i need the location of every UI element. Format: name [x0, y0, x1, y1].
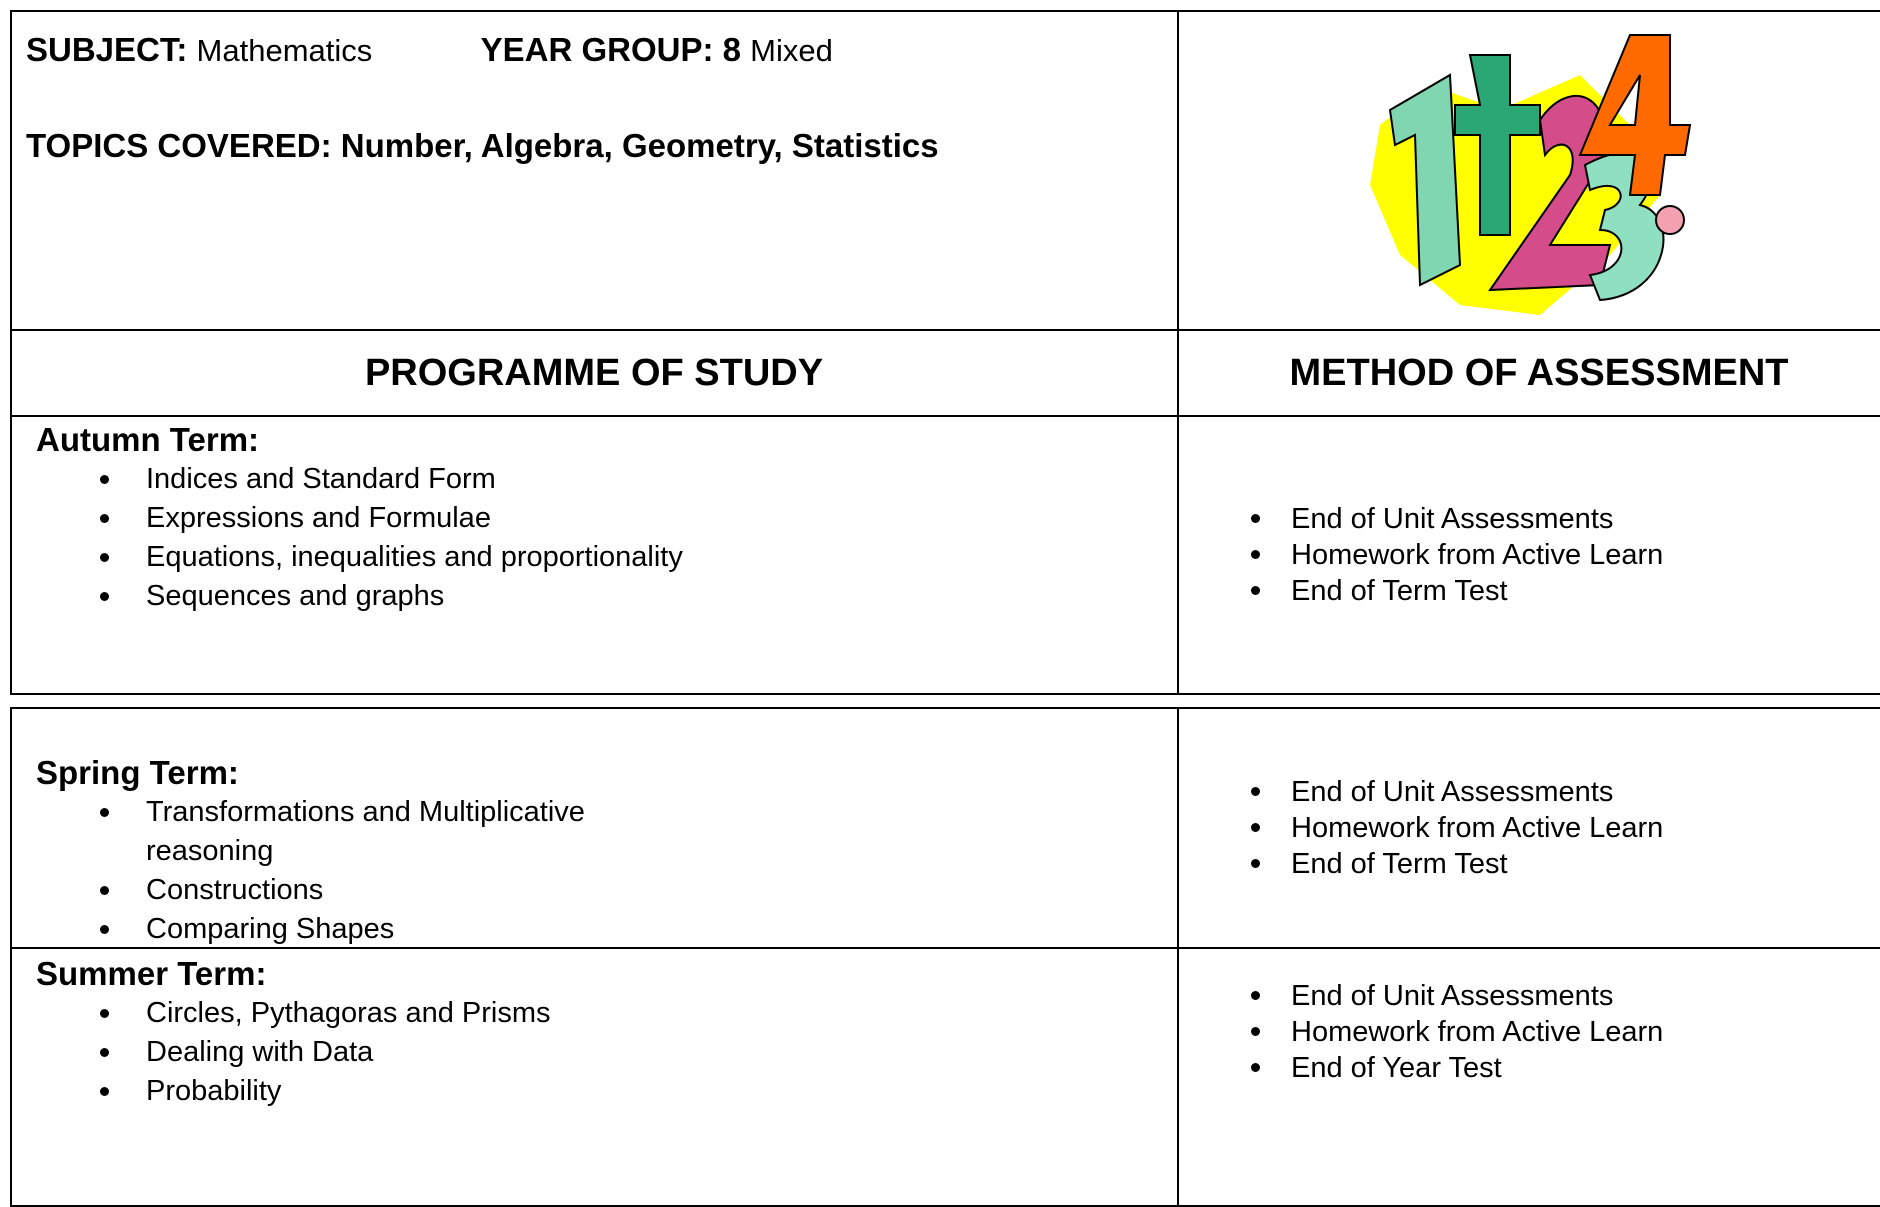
term-cell: Spring Term: Transformations and Multipli… — [10, 753, 1170, 949]
assessment: End of Term Test — [1179, 846, 1663, 882]
topic: Circles, Pythagoras and Prisms — [10, 994, 706, 1033]
assessment-cell: End of Unit Assessments Homework from Act… — [1179, 977, 1879, 1087]
assessment-list: End of Unit Assessments Homework from Act… — [1179, 978, 1663, 1086]
subject-line: SUBJECT: Mathematics YEAR GROUP: 8 Mixed — [26, 30, 833, 71]
topic: Indices and Standard Form — [10, 460, 706, 499]
topic-list: Indices and Standard Form Expressions and… — [10, 460, 1170, 616]
term-cell: Autumn Term: Indices and Standard Form Exp… — [10, 420, 1170, 616]
assessment-cell: End of Unit Assessments Homework from Act… — [1179, 708, 1879, 948]
assessment: End of Unit Assessments — [1179, 774, 1663, 810]
assessment: End of Year Test — [1179, 1050, 1663, 1086]
assessment-cell: End of Unit Assessments Homework from Act… — [1179, 416, 1879, 693]
term-cell: Summer Term: Circles, Pythagoras and Pris… — [10, 954, 1170, 1111]
clipart — [1370, 34, 1692, 315]
topic: Dealing with Data — [10, 1033, 706, 1072]
term-title: Autumn Term: — [36, 421, 260, 458]
topic: Expressions and Formulae — [10, 499, 706, 538]
topic-list: Circles, Pythagoras and Prisms Dealing wi… — [10, 994, 1170, 1111]
value: 8 — [722, 31, 741, 68]
label: YEAR GROUP: — [480, 31, 714, 68]
term-title: Spring Term: — [36, 754, 239, 791]
assessment: Homework from Active Learn — [1179, 1014, 1663, 1050]
value: Mathematics — [196, 33, 373, 68]
topic: Comparing Shapes — [10, 910, 706, 949]
assessment: End of Term Test — [1179, 573, 1663, 609]
table-top — [10, 10, 1880, 695]
label: SUBJECT: — [26, 31, 188, 68]
topic: Constructions — [10, 871, 706, 910]
assessment: Homework from Active Learn — [1179, 810, 1663, 846]
rule — [10, 329, 1880, 331]
topic: Probability — [10, 1072, 706, 1111]
assessment-list: End of Unit Assessments Homework from Act… — [1179, 501, 1663, 609]
topics-covered: TOPICS COVERED: Number, Algebra, Geometr… — [26, 127, 939, 164]
rule — [10, 415, 1880, 417]
value: Mixed — [750, 33, 833, 68]
assessment: End of Unit Assessments — [1179, 978, 1663, 1014]
assessment: Homework from Active Learn — [1179, 537, 1663, 573]
topic: Sequences and graphs — [10, 577, 706, 616]
topic: Equations, inequalities and proportional… — [10, 538, 706, 577]
term-title: Summer Term: — [36, 955, 267, 992]
divider — [1177, 10, 1179, 695]
divider — [1177, 707, 1179, 1207]
column-header: PROGRAMME OF STUDY — [364, 352, 824, 394]
rule — [10, 947, 1880, 949]
page: SUBJECT: Mathematics YEAR GROUP: 8 Mixed… — [10, 10, 1880, 1207]
column-header: METHOD OF ASSESSMENT — [1289, 352, 1789, 394]
topic-list: Transformations and Multiplicative reaso… — [10, 793, 1170, 949]
assessment: End of Unit Assessments — [1179, 501, 1663, 537]
assessment-list: End of Unit Assessments Homework from Act… — [1179, 774, 1663, 882]
topic: Transformations and Multiplicative reaso… — [10, 793, 706, 871]
